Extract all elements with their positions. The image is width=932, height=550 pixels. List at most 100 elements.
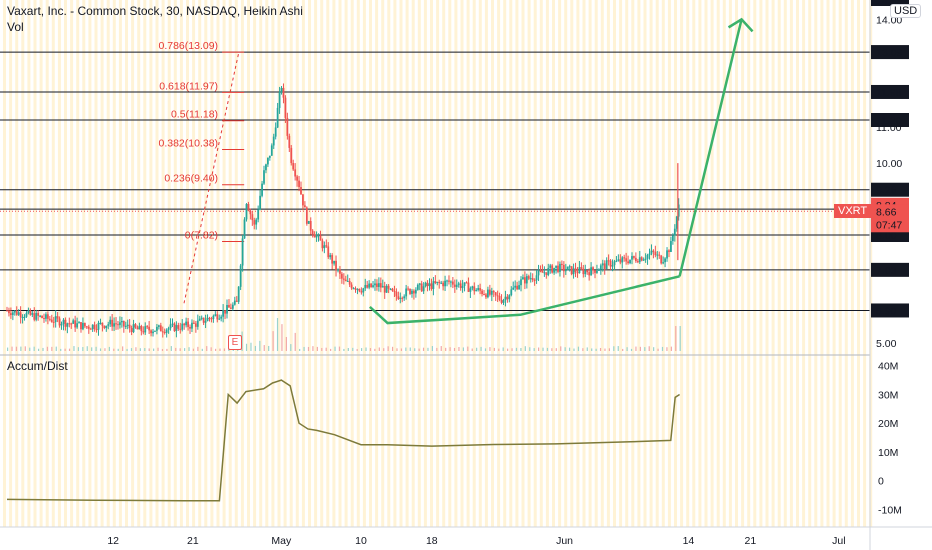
candle-body [424,282,427,287]
candle-body [525,276,528,284]
fib-label: 0(7.82) [185,229,218,241]
session-band [637,0,641,527]
time-tick: May [271,535,292,547]
candle-body [163,332,166,334]
candle-body [368,283,371,288]
volume-bar [414,348,416,351]
candle-body [76,323,78,328]
session-band [100,0,104,527]
candle-body [95,329,98,331]
candle-body [535,275,538,281]
volume-bar [166,348,168,351]
candle-body [668,250,670,252]
price-axis[interactable]: 13.0911.9811.209.268.728.007.035.905.001… [871,0,909,350]
candle-body [621,257,624,263]
candle-body [599,265,602,270]
session-band [564,0,568,527]
candle-body [194,323,197,327]
candle-body [640,257,643,261]
candle-body [393,291,396,293]
level-label: 7.03 [876,265,897,277]
fib-trendline[interactable] [183,51,240,304]
volume-bar [210,347,212,351]
candle-body [403,296,406,299]
candle-body [157,325,160,327]
candle-body [220,316,223,319]
volume-bar [498,348,500,351]
session-band [21,0,25,527]
volume-bar [617,346,619,351]
candle-body [290,147,293,164]
projection-arrow[interactable] [678,19,743,277]
session-band [253,0,257,527]
session-band [783,0,787,527]
candle-body [204,321,207,323]
candle-body [89,328,92,330]
countdown-label: 07:47 [876,219,902,231]
session-band [698,0,702,527]
symbol-title: Vaxart, Inc. - Common Stock, 30, NASDAQ,… [7,4,303,18]
candle-body [348,280,351,285]
candle-body [175,325,178,332]
candle-body [399,297,402,299]
volume-bar [245,343,248,351]
volume-bar [639,346,641,351]
volume-bar [321,347,323,351]
candle-body [200,317,203,319]
accum-dist-axis[interactable]: 40M 30M 20M 10M 0 -10M [878,361,902,517]
session-band [70,0,74,527]
time-axis[interactable]: 12 21 May 10 18 Jun 14 21 Jul [107,535,845,547]
volume-bars [7,318,681,351]
session-band [57,0,61,527]
currency-badge[interactable]: USD [890,4,922,18]
session-band [82,0,86,527]
candle-body [385,285,388,293]
candle-body [177,325,180,329]
level-label: 13.09 [876,47,902,59]
fib-label: 0.786(13.09) [159,40,219,52]
session-band [289,0,293,527]
volume-bar [175,347,177,351]
ticker-badge[interactable]: VXRT [834,204,872,218]
candle-body [374,283,376,286]
volume-bar [378,347,380,351]
candle-body [582,268,585,275]
projection-arrowhead[interactable] [727,17,754,33]
rounding-bottom-curve[interactable] [369,275,680,325]
session-band [771,0,775,527]
volume-bar [657,348,659,351]
volume-bar [484,348,487,351]
volume-bar [37,348,40,351]
candle-body [483,294,485,296]
candle-body [642,259,645,261]
candle-body [29,310,32,315]
candle-body [346,280,349,282]
accum-dist-tick: 40M [878,361,898,373]
volume-bar [369,348,372,351]
volume-bar [29,347,31,351]
accum-dist-series[interactable] [6,379,681,502]
candle-body [366,284,369,288]
candle-body [446,280,448,282]
accum-dist-tick: -10M [878,504,902,516]
candle-body [265,164,267,171]
candle-body [488,289,491,295]
level-label: 9.26 [876,185,897,197]
candle-body [115,323,117,325]
volume-bar [577,346,580,351]
candle-body [636,261,639,263]
candle-body [352,288,355,290]
volume-bar [356,348,358,351]
candle-body [634,257,637,262]
earnings-marker[interactable]: E [228,335,242,350]
candle-body [629,259,631,264]
session-band [497,0,501,527]
volume-bar [250,342,252,351]
candle-body [45,314,47,319]
session-band [94,0,98,527]
session-band [131,0,135,527]
candle-body [584,270,587,275]
volume-bar [449,347,451,351]
volume-bar [622,348,624,351]
